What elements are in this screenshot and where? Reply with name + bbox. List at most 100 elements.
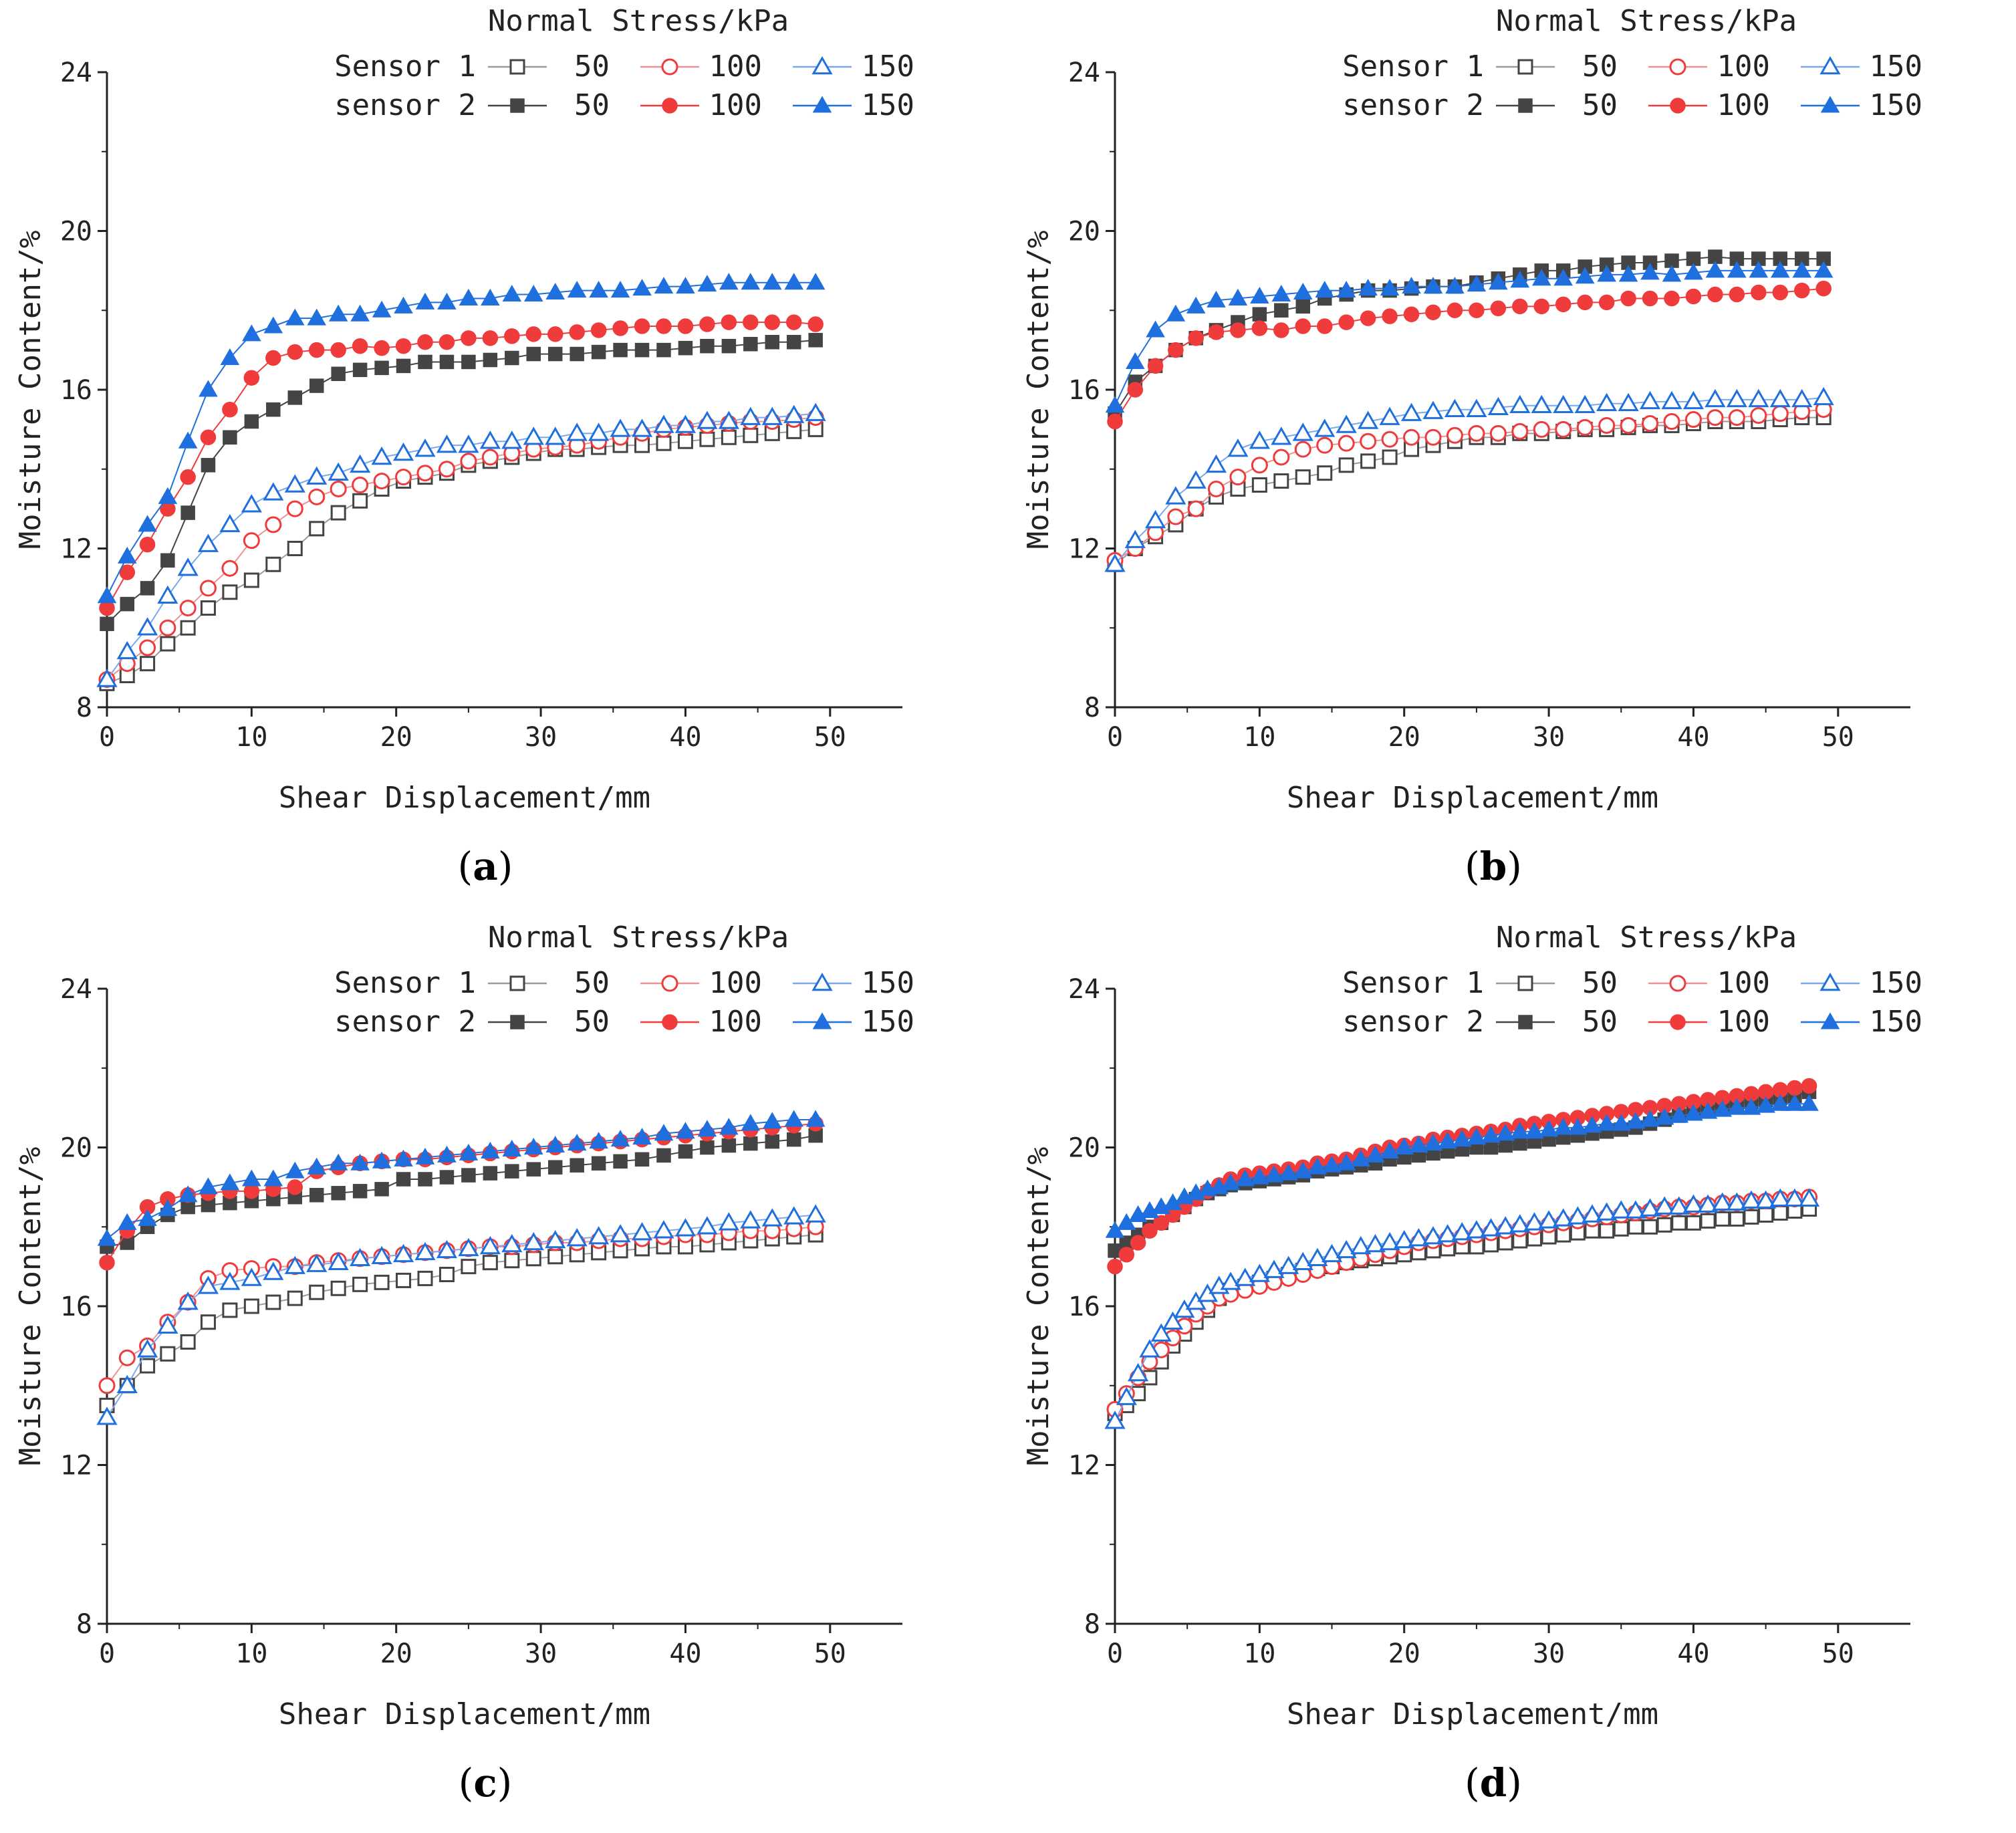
data-point <box>287 1290 303 1306</box>
data-point <box>654 277 674 294</box>
data-point <box>1553 1208 1574 1227</box>
data-point <box>1533 420 1550 438</box>
legend-marker <box>661 58 678 76</box>
data-point <box>1741 1190 1762 1209</box>
x-tick-label: 30 <box>525 722 557 753</box>
x-tick-label: 10 <box>1243 1638 1275 1669</box>
data-point <box>1727 261 1747 278</box>
legend-marker <box>662 98 678 114</box>
legend-stress-label: 50 <box>1582 1005 1618 1039</box>
data-point <box>1769 388 1791 408</box>
chart-b: 8 12 16 20 24 0 10 20 30 40 50 Shear Displacement/m… <box>1021 4 1922 815</box>
data-point <box>1597 1114 1616 1131</box>
series-sensor2-150 <box>1105 1094 1819 1238</box>
y-tick-label: 16 <box>60 1292 92 1322</box>
data-point <box>505 1164 519 1179</box>
data-point <box>1729 286 1745 303</box>
data-point <box>525 1251 541 1267</box>
data-point <box>1250 1167 1269 1185</box>
data-point <box>1642 414 1659 432</box>
data-point <box>1185 470 1207 489</box>
legend-marker <box>510 98 525 113</box>
legend-sensor-label: Sensor 1 <box>334 49 476 84</box>
data-point <box>307 308 327 326</box>
data-point <box>395 469 412 486</box>
legend-marker <box>662 1014 678 1030</box>
data-point <box>139 536 156 553</box>
series-sensor1-100 <box>1106 401 1832 569</box>
data-point <box>741 1114 761 1131</box>
legend: Normal Stress/kPa Sensor 1 50 100 150 sensor … <box>1342 921 1922 1039</box>
series-line <box>106 1234 816 1407</box>
data-point <box>352 1276 368 1292</box>
data-point <box>1251 457 1268 474</box>
data-point <box>96 668 118 687</box>
data-point <box>1278 1255 1299 1274</box>
x-tick-label: 20 <box>380 722 412 753</box>
data-point <box>1360 310 1376 326</box>
chart-d: 8 12 16 20 24 0 10 20 30 40 50 Shear Displacement/m… <box>1021 921 1922 1731</box>
data-point <box>1481 1126 1501 1143</box>
legend-marker <box>1820 1012 1840 1029</box>
x-axis-label: Shear Displacement/mm <box>279 781 650 815</box>
data-point <box>99 1254 115 1271</box>
data-point <box>352 477 369 493</box>
legend-stress-label: 150 <box>862 49 914 84</box>
y-tick-label: 16 <box>1068 1292 1100 1322</box>
data-point <box>1671 1215 1687 1231</box>
data-point <box>372 300 392 318</box>
legend-sensor-label: sensor 2 <box>1342 88 1484 122</box>
data-point <box>674 1218 697 1237</box>
data-point <box>1153 1215 1169 1231</box>
data-point <box>1208 324 1225 340</box>
data-point <box>783 404 805 423</box>
data-point <box>140 1358 156 1374</box>
data-point <box>1770 1094 1790 1111</box>
legend-marker <box>1518 98 1533 113</box>
data-point <box>1613 1221 1629 1237</box>
data-point <box>1684 411 1702 429</box>
data-point <box>1425 304 1441 320</box>
data-point <box>481 288 500 306</box>
data-point <box>1314 418 1336 437</box>
legend-stress-label: 50 <box>1582 88 1618 122</box>
data-point <box>523 1137 543 1154</box>
data-point <box>117 1213 137 1230</box>
y-tick-label: 24 <box>60 57 92 88</box>
data-point <box>631 1222 653 1241</box>
data-point <box>1127 382 1144 398</box>
data-point <box>1316 437 1334 454</box>
data-point <box>177 1292 199 1310</box>
data-point <box>394 1149 413 1167</box>
data-point <box>371 1245 392 1265</box>
panel-a: 8 12 16 20 24 0 10 20 30 40 50 Shear Displacement/m… <box>0 0 1008 916</box>
data-point <box>1480 1218 1502 1237</box>
data-point <box>1229 469 1247 486</box>
data-point <box>178 431 198 449</box>
data-point <box>676 1122 695 1139</box>
data-point <box>221 560 239 577</box>
data-point <box>1639 390 1661 410</box>
data-point <box>284 1255 305 1274</box>
data-point <box>350 454 371 473</box>
data-point <box>610 281 630 298</box>
data-point <box>1611 1114 1631 1131</box>
data-point <box>523 284 543 301</box>
data-point <box>656 318 672 334</box>
data-point <box>523 426 544 445</box>
data-point <box>1451 1222 1473 1241</box>
data-point <box>545 426 566 445</box>
data-point <box>309 378 324 393</box>
data-point <box>1705 388 1726 408</box>
data-point <box>287 344 303 360</box>
data-point <box>1813 261 1834 278</box>
data-point <box>479 1235 501 1255</box>
series-line <box>106 429 816 685</box>
data-point <box>1684 263 1703 280</box>
data-point <box>1489 273 1508 290</box>
data-point <box>1338 435 1355 452</box>
data-point <box>1118 1247 1135 1263</box>
data-point <box>374 340 390 356</box>
legend-stress-label: 50 <box>1582 49 1618 84</box>
data-point <box>1700 1213 1716 1229</box>
